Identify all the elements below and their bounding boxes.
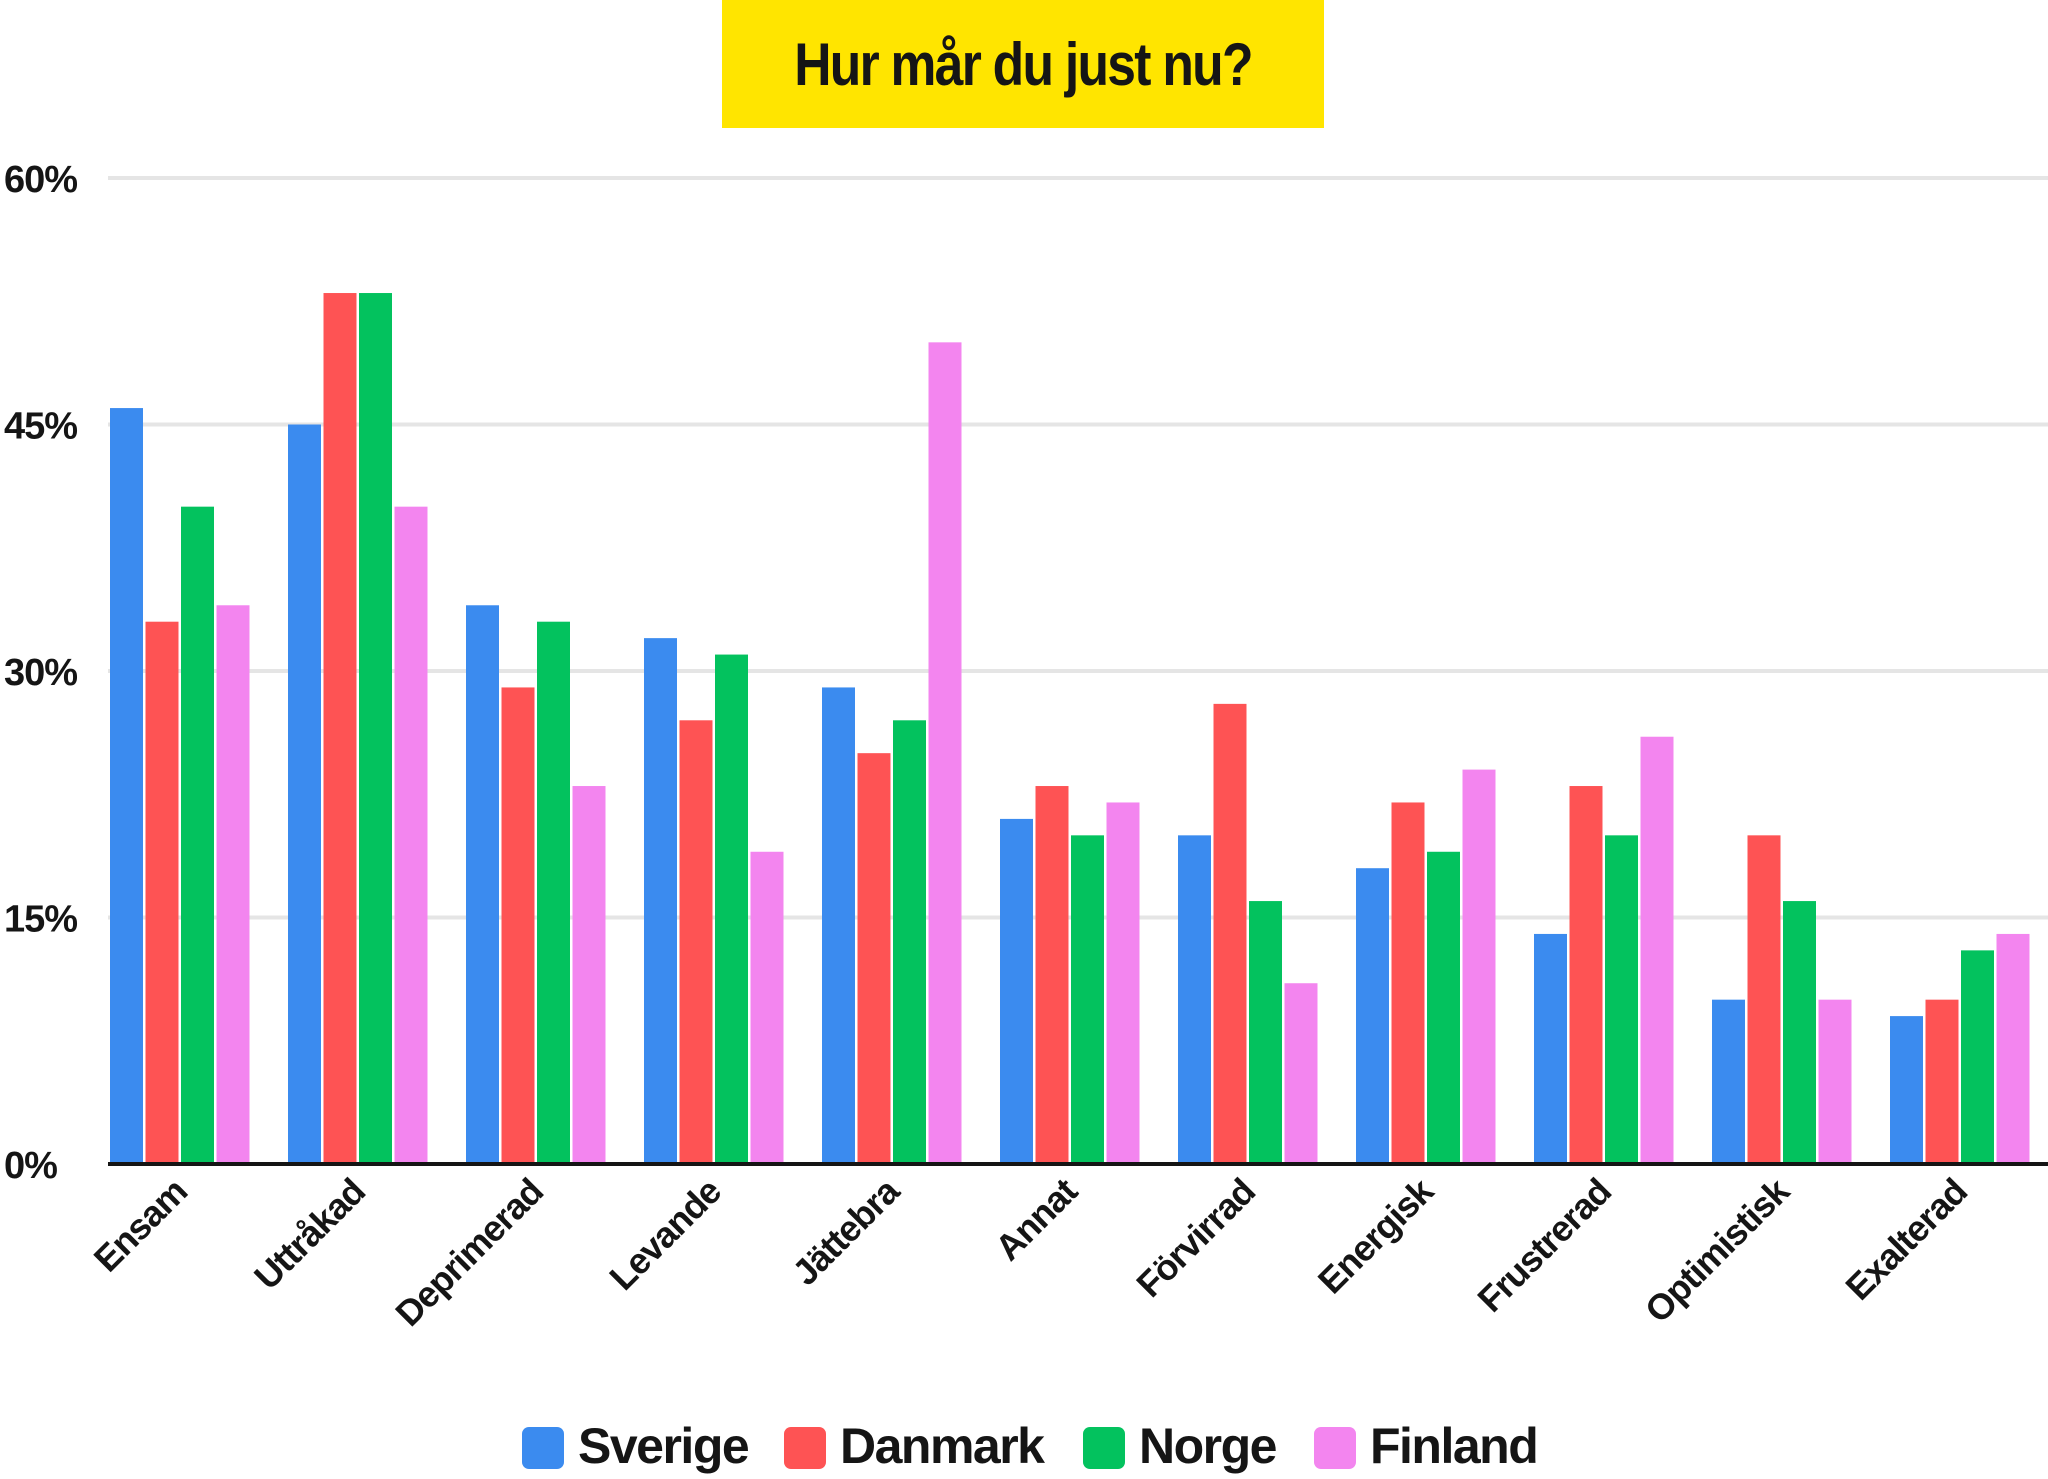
bar-finland-7: [1462, 769, 1496, 1164]
bar-sverige-9: [1712, 999, 1745, 1164]
x-tick-label: Uttråkad: [246, 1171, 373, 1298]
bar-norge-5: [1071, 835, 1104, 1164]
y-tick-label: 45%: [4, 406, 77, 448]
bar-danmark-2: [501, 687, 535, 1164]
legend-swatch-norge: [1083, 1427, 1125, 1469]
legend-swatch-danmark: [784, 1427, 826, 1469]
chart-title-box: Hur mår du just nu?: [722, 0, 1324, 128]
bar-norge-0: [181, 506, 214, 1165]
x-tick-label: Frustrerad: [1469, 1171, 1618, 1320]
bar-finland-0: [216, 605, 250, 1164]
bar-norge-4: [893, 720, 926, 1164]
bar-danmark-6: [1213, 703, 1247, 1164]
x-tick-label: Exalterad: [1837, 1171, 1974, 1308]
x-tick-label: Deprimerad: [387, 1171, 550, 1334]
bar-finland-8: [1640, 736, 1674, 1164]
bar-danmark-10: [1925, 999, 1959, 1164]
x-tick-label: Annat: [987, 1170, 1085, 1268]
bar-sverige-2: [466, 605, 499, 1164]
bar-norge-6: [1249, 901, 1282, 1164]
bar-finland-2: [572, 786, 606, 1164]
legend-swatch-sverige: [522, 1427, 564, 1469]
x-tick-label: Jättebra: [784, 1169, 908, 1293]
x-tick-label: Levande: [601, 1171, 728, 1298]
chart-title: Hur mår du just nu?: [794, 30, 1253, 98]
bar-danmark-4: [857, 753, 891, 1164]
bar-finland-6: [1284, 983, 1318, 1164]
bar-norge-7: [1427, 851, 1460, 1164]
bar-danmark-1: [323, 293, 357, 1164]
bar-sverige-6: [1178, 835, 1211, 1164]
bar-sverige-5: [1000, 818, 1033, 1164]
legend-swatch-finland: [1314, 1427, 1356, 1469]
bar-sverige-8: [1534, 933, 1567, 1164]
bar-finland-9: [1818, 999, 1852, 1164]
legend-label-norge: Norge: [1139, 1418, 1277, 1474]
bar-sverige-10: [1890, 1016, 1923, 1164]
bar-norge-10: [1961, 950, 1994, 1164]
x-tick-label: Ensam: [86, 1171, 195, 1280]
bar-sverige-4: [822, 687, 855, 1164]
legend-label-finland: Finland: [1370, 1418, 1537, 1474]
bar-finland-5: [1106, 802, 1140, 1164]
bar-norge-3: [715, 654, 748, 1164]
bar-finland-4: [928, 342, 962, 1164]
x-tick-label: Energisk: [1310, 1169, 1442, 1301]
bar-danmark-0: [145, 621, 179, 1164]
y-tick-label: 30%: [4, 652, 77, 694]
bar-norge-8: [1605, 835, 1638, 1164]
bar-finland-1: [394, 506, 428, 1165]
bar-norge-2: [537, 621, 570, 1164]
legend-label-danmark: Danmark: [840, 1418, 1045, 1474]
bar-finland-3: [750, 851, 784, 1164]
bar-norge-1: [359, 293, 392, 1164]
bar-sverige-3: [644, 638, 677, 1164]
y-tick-label: 15%: [4, 899, 77, 941]
y-tick-label: 60%: [4, 159, 77, 201]
bar-sverige-1: [288, 424, 321, 1164]
bar-danmark-8: [1569, 786, 1603, 1164]
x-tick-label: Förvirrad: [1128, 1171, 1262, 1305]
legend-label-sverige: Sverige: [578, 1418, 749, 1474]
x-tick-label: Optimistisk: [1637, 1169, 1798, 1330]
bar-danmark-9: [1747, 835, 1781, 1164]
bar-finland-10: [1996, 933, 2030, 1164]
bar-danmark-3: [679, 720, 713, 1164]
bar-danmark-5: [1035, 786, 1069, 1164]
y-tick-label: 0%: [4, 1145, 57, 1187]
bar-norge-9: [1783, 901, 1816, 1164]
bar-sverige-7: [1356, 868, 1389, 1164]
bar-danmark-7: [1391, 802, 1425, 1164]
bar-sverige-0: [110, 408, 143, 1165]
